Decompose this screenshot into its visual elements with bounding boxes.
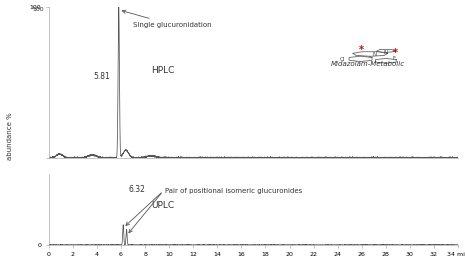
Text: N: N: [384, 50, 388, 55]
Text: 5.81: 5.81: [93, 72, 110, 81]
Text: Single glucuronidation: Single glucuronidation: [122, 10, 212, 28]
Text: *: *: [393, 48, 398, 58]
Text: UPLC: UPLC: [151, 201, 174, 211]
Text: Midazolam-Metabolic: Midazolam-Metabolic: [331, 61, 405, 67]
Text: Pair of positional isomeric glucuronides: Pair of positional isomeric glucuronides: [165, 188, 302, 194]
Text: abundance %: abundance %: [7, 112, 13, 160]
Text: *: *: [359, 45, 364, 54]
Text: N: N: [372, 52, 377, 57]
Text: 100: 100: [32, 7, 44, 12]
Text: Cl: Cl: [340, 57, 345, 62]
Text: HPLC: HPLC: [151, 66, 174, 75]
Text: F: F: [392, 56, 396, 61]
Text: 6.32: 6.32: [128, 185, 145, 194]
